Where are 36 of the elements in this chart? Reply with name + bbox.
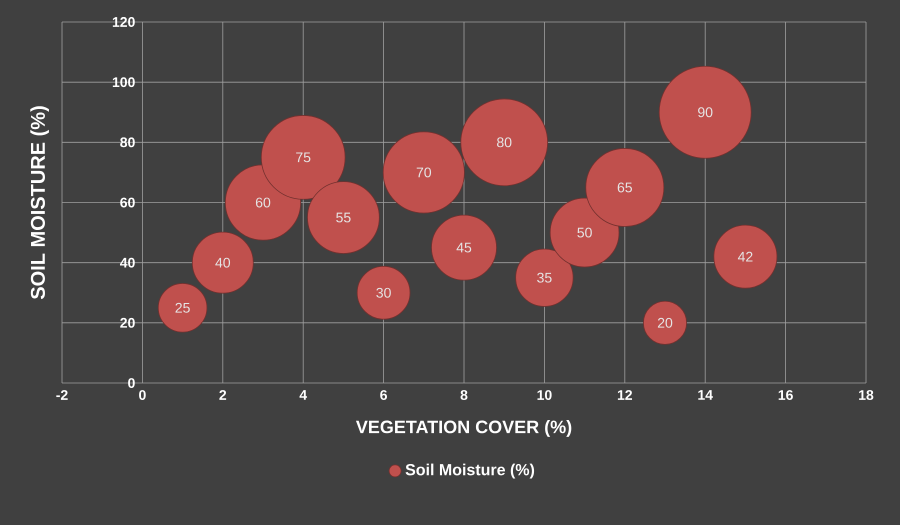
x-tick-label: 16 <box>778 390 793 400</box>
data-label: 80 <box>497 137 512 148</box>
data-label: 90 <box>698 107 712 118</box>
data-label: 40 <box>215 258 230 268</box>
x-tick-label: 6 <box>380 390 387 400</box>
y-tick-label: 120 <box>112 17 135 27</box>
y-tick-label: 0 <box>128 378 135 388</box>
x-axis-title: VEGETATION COVER (%) <box>356 420 572 437</box>
data-label: 60 <box>256 198 270 208</box>
data-label: 30 <box>376 288 391 298</box>
data-label: 25 <box>176 302 190 313</box>
data-label: 45 <box>456 242 472 252</box>
y-tick-label: 40 <box>120 258 135 268</box>
data-label: 55 <box>336 212 351 222</box>
data-label: 75 <box>296 152 310 162</box>
data-label: 35 <box>537 272 552 283</box>
data-label: 65 <box>618 182 632 192</box>
y-tick-label: 80 <box>120 137 135 148</box>
data-label: 42 <box>738 252 752 262</box>
y-tick-label: 60 <box>120 198 135 208</box>
x-tick-label: -2 <box>56 390 68 400</box>
x-tick-label: 8 <box>460 390 468 400</box>
data-label: 70 <box>416 167 432 178</box>
x-tick-label: 18 <box>859 390 874 400</box>
y-tick-label: 20 <box>120 318 135 328</box>
x-tick-label: 2 <box>219 390 226 400</box>
y-axis-title: SOIL MOISTURE (%) <box>30 106 49 300</box>
x-tick-label: 14 <box>698 390 713 400</box>
data-label: 20 <box>658 318 672 328</box>
x-tick-label: 4 <box>300 390 308 400</box>
data-label: 50 <box>577 228 592 238</box>
legend-label: Soil Moisture (%) <box>406 464 534 479</box>
y-tick-label: 100 <box>112 77 135 88</box>
x-tick-label: 10 <box>538 390 552 400</box>
x-tick-label: 12 <box>618 390 632 400</box>
x-tick-label: 0 <box>139 390 146 400</box>
